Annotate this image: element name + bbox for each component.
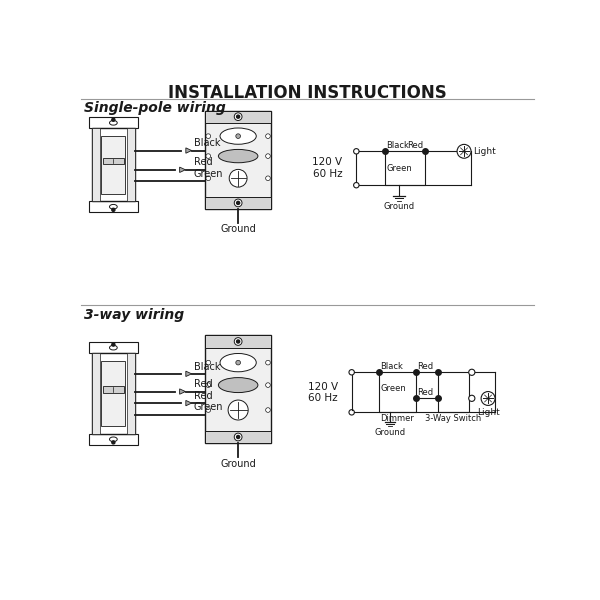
Text: Ground: Ground	[374, 428, 406, 437]
Text: Red: Red	[407, 141, 424, 150]
Bar	[103, 158, 124, 164]
Text: 3-way wiring: 3-way wiring	[84, 308, 184, 322]
Circle shape	[236, 115, 239, 118]
Bar	[205, 335, 271, 443]
Text: Green: Green	[380, 384, 406, 393]
Bar	[205, 197, 271, 209]
Circle shape	[349, 410, 355, 415]
Circle shape	[112, 441, 115, 444]
Text: Single-pole wiring: Single-pole wiring	[84, 101, 226, 115]
Circle shape	[234, 433, 242, 441]
Circle shape	[236, 202, 239, 205]
Text: 120 V
60 Hz: 120 V 60 Hz	[308, 382, 338, 403]
Circle shape	[236, 340, 239, 343]
Circle shape	[353, 149, 359, 154]
Circle shape	[481, 392, 495, 406]
Bar	[101, 361, 125, 426]
Text: Black: Black	[194, 362, 220, 371]
Polygon shape	[179, 389, 185, 394]
Bar	[89, 118, 138, 128]
Circle shape	[266, 176, 271, 181]
Circle shape	[206, 361, 211, 365]
Polygon shape	[179, 167, 185, 172]
Text: Ground: Ground	[220, 458, 256, 469]
Bar	[385, 151, 425, 185]
Circle shape	[353, 182, 359, 188]
Bar	[101, 136, 125, 194]
Ellipse shape	[109, 121, 117, 125]
Text: 3-Way Switch: 3-Way Switch	[425, 414, 481, 423]
Ellipse shape	[220, 128, 256, 144]
Circle shape	[266, 361, 271, 365]
Text: Green: Green	[386, 164, 412, 173]
Text: Ground: Ground	[220, 224, 256, 235]
Circle shape	[228, 400, 248, 420]
Text: Red: Red	[418, 388, 434, 397]
Text: Red: Red	[194, 379, 212, 389]
Ellipse shape	[220, 353, 256, 372]
Text: Light: Light	[476, 408, 499, 417]
Text: Green: Green	[194, 403, 223, 412]
Text: Red: Red	[418, 362, 434, 371]
Text: Black: Black	[194, 138, 220, 148]
Circle shape	[229, 169, 247, 187]
Circle shape	[469, 369, 475, 376]
Ellipse shape	[109, 205, 117, 209]
Ellipse shape	[218, 377, 258, 392]
Ellipse shape	[109, 437, 117, 442]
Text: Black: Black	[386, 141, 409, 150]
Bar	[92, 128, 134, 202]
Text: Ground: Ground	[383, 202, 415, 211]
Bar	[205, 110, 271, 123]
Circle shape	[206, 408, 211, 412]
Bar	[92, 353, 100, 434]
Circle shape	[349, 370, 355, 375]
Text: Black: Black	[380, 362, 403, 371]
Circle shape	[234, 199, 242, 207]
Circle shape	[457, 145, 471, 158]
Ellipse shape	[109, 346, 117, 350]
Bar	[205, 431, 271, 443]
Text: Light: Light	[473, 147, 496, 156]
Circle shape	[469, 395, 475, 401]
Bar	[379, 372, 416, 412]
Circle shape	[266, 383, 271, 388]
Bar	[205, 110, 271, 209]
Polygon shape	[186, 400, 191, 406]
Polygon shape	[186, 148, 191, 153]
Ellipse shape	[218, 149, 258, 163]
Circle shape	[266, 134, 271, 139]
Text: INSTALLATION INSTRUCTIONS: INSTALLATION INSTRUCTIONS	[168, 85, 447, 103]
Circle shape	[112, 208, 115, 211]
Text: Green: Green	[194, 169, 223, 179]
Bar	[103, 386, 124, 392]
Bar	[92, 128, 100, 202]
Bar	[205, 335, 271, 347]
Bar	[127, 128, 134, 202]
Circle shape	[234, 338, 242, 346]
Circle shape	[236, 134, 241, 139]
Circle shape	[206, 154, 211, 158]
Bar	[89, 434, 138, 445]
Circle shape	[266, 154, 271, 158]
Circle shape	[236, 361, 241, 365]
Polygon shape	[186, 371, 191, 377]
Circle shape	[266, 408, 271, 412]
Circle shape	[206, 134, 211, 139]
Circle shape	[236, 436, 239, 439]
Text: 120 V
60 Hz: 120 V 60 Hz	[312, 157, 343, 179]
Text: Red: Red	[194, 391, 212, 401]
Text: Dimmer: Dimmer	[380, 414, 415, 423]
Bar	[438, 372, 469, 412]
Circle shape	[112, 118, 115, 121]
Text: Red: Red	[194, 157, 212, 167]
Bar	[89, 342, 138, 353]
Circle shape	[206, 176, 211, 181]
Circle shape	[112, 343, 115, 346]
Bar	[92, 353, 134, 434]
Bar	[89, 202, 138, 212]
Circle shape	[234, 113, 242, 121]
Bar	[127, 353, 134, 434]
Circle shape	[206, 383, 211, 388]
